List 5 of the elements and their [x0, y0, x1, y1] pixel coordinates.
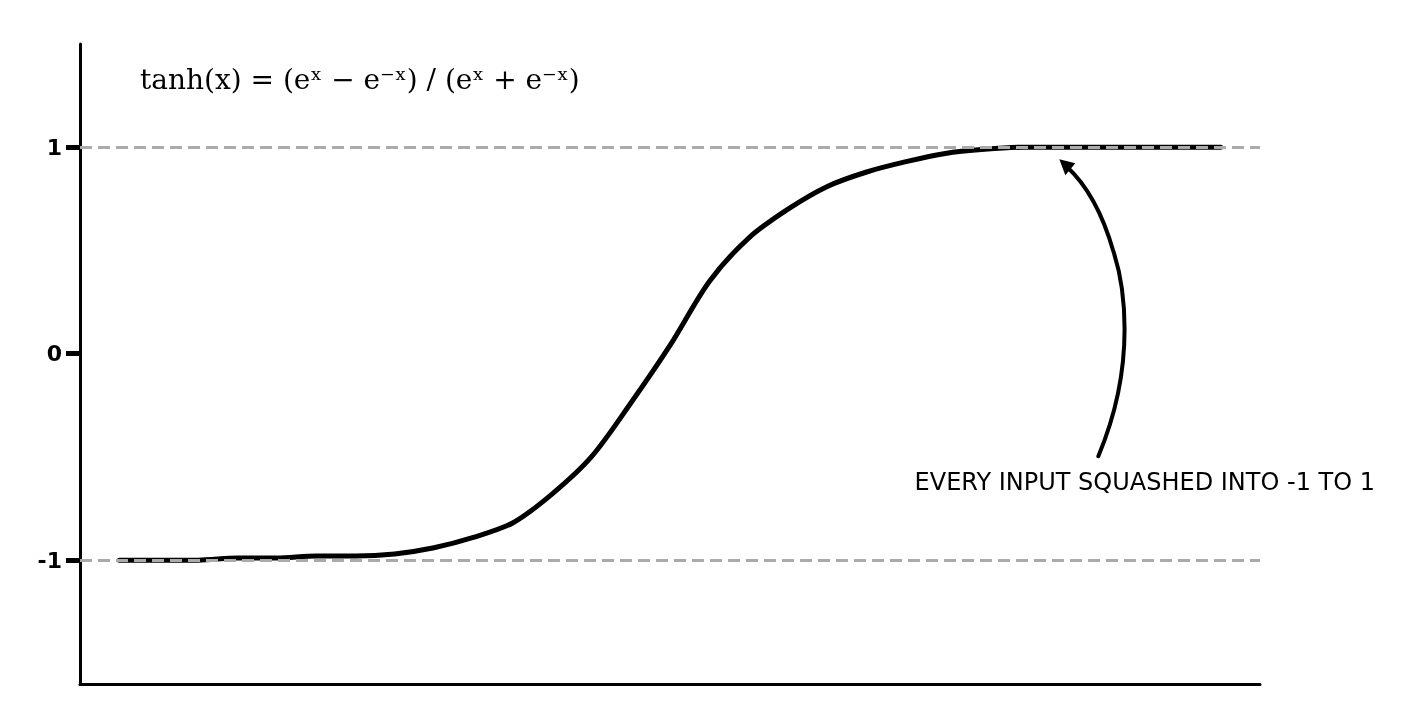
y-tick-label: 0 [46, 341, 62, 367]
annotation: EVERY INPUT SQUASHED INTO -1 TO 1 [914, 468, 1375, 496]
text: tanh(x) = (eˣ − e⁻ˣ) / (eˣ + e⁻ˣ) [140, 62, 580, 96]
y-tick-label: 1 [46, 134, 62, 160]
y-tick-label: -1 [37, 547, 62, 573]
